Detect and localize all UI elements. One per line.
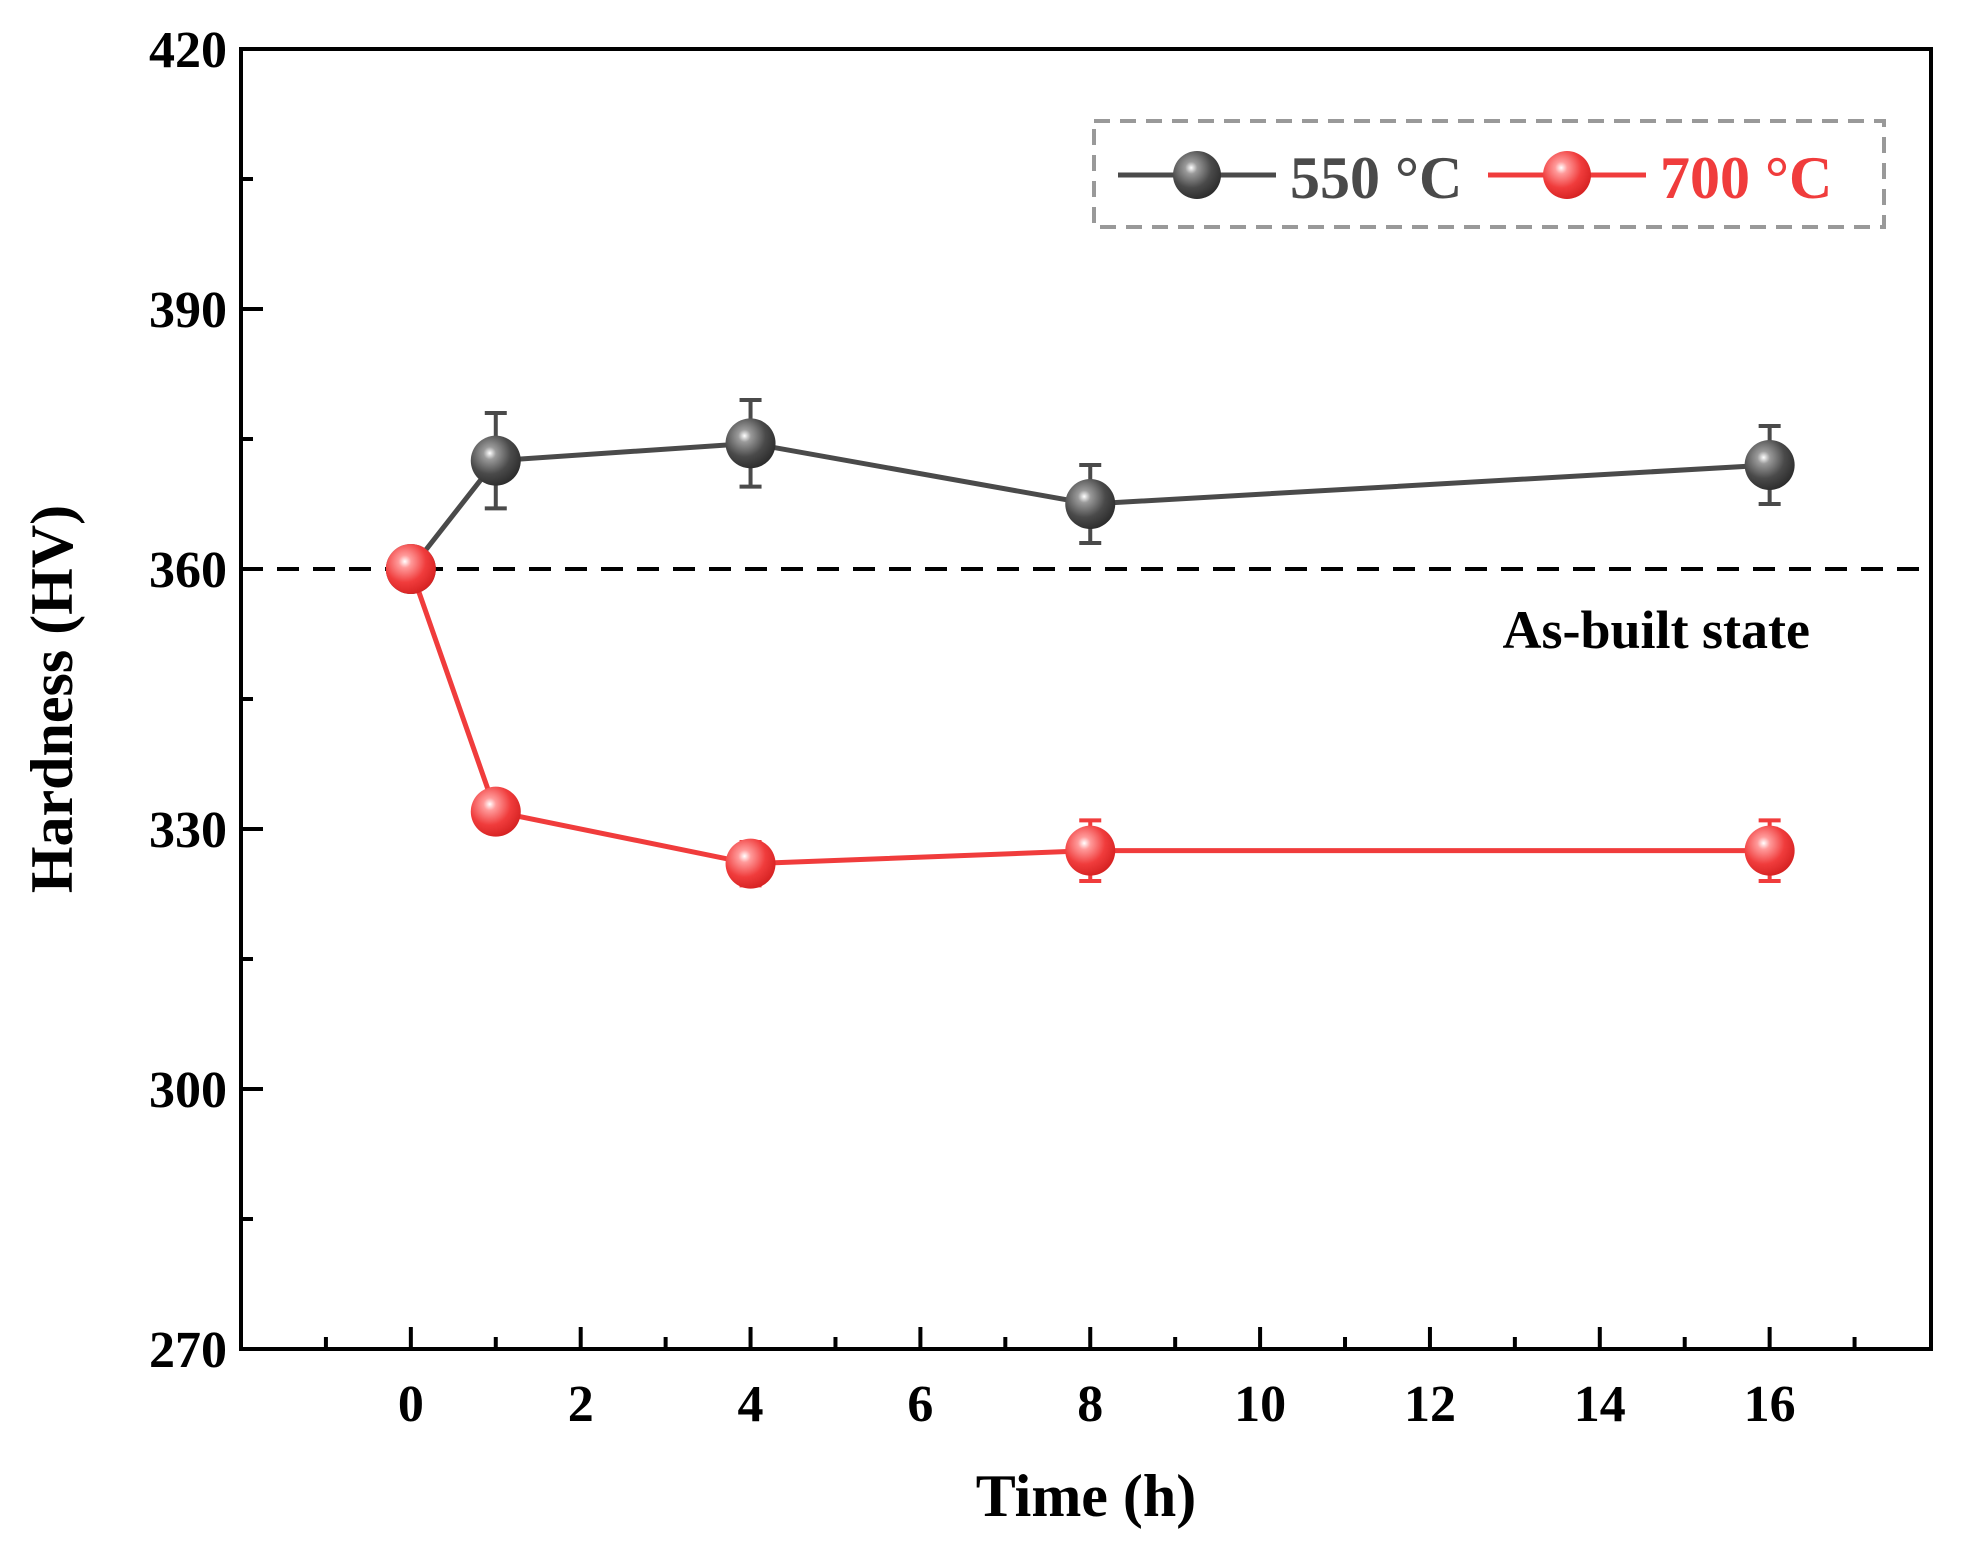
- x-tick-label: 14: [1574, 1376, 1626, 1433]
- data-point: [725, 838, 776, 889]
- y-tick-label: 330: [149, 802, 227, 859]
- data-point: [385, 544, 436, 594]
- data-point: [725, 418, 776, 469]
- series-0: [385, 398, 1795, 594]
- y-tick-label: 390: [149, 282, 227, 339]
- y-tick-label: 270: [149, 1322, 227, 1379]
- x-axis-tick-labels: 0 2 4 6 8 10 12 14 16: [398, 1376, 1796, 1433]
- legend-marker-550: [1173, 151, 1221, 199]
- data-point: [1744, 825, 1795, 876]
- x-axis-ticks: [323, 1327, 1857, 1349]
- y-axis-tick-labels: 270 300 330 360 390 420: [149, 22, 227, 1379]
- plot-frame: [239, 47, 1933, 1351]
- x-tick-label: 0: [398, 1376, 424, 1433]
- data-point: [1744, 440, 1795, 490]
- y-tick-label: 300: [149, 1062, 227, 1119]
- data-point: [470, 786, 521, 837]
- legend-marker-700: [1543, 151, 1591, 199]
- x-tick-label: 8: [1077, 1376, 1103, 1433]
- x-tick-label: 2: [568, 1376, 594, 1433]
- data-point: [1065, 825, 1116, 876]
- legend-label-550: 550 °C: [1290, 145, 1462, 211]
- data-point: [1065, 479, 1116, 529]
- x-tick-label: 16: [1744, 1376, 1796, 1433]
- as-built-label: As-built state: [1503, 600, 1811, 660]
- legend-box: [1092, 119, 1886, 229]
- series-layer: [385, 398, 1795, 889]
- legend-label-700: 700 °C: [1660, 145, 1832, 211]
- x-tick-label: 10: [1234, 1376, 1286, 1433]
- y-axis-label: Hardness (HV): [19, 505, 85, 893]
- y-tick-label: 420: [149, 22, 227, 79]
- series-1: [385, 544, 1795, 889]
- legend: 550 °C 700 °C: [1092, 119, 1886, 229]
- x-tick-label: 6: [907, 1376, 933, 1433]
- x-axis-label: Time (h): [976, 1463, 1197, 1529]
- y-tick-label: 360: [149, 542, 227, 599]
- x-tick-label: 12: [1404, 1376, 1456, 1433]
- y-axis-ticks: [241, 47, 263, 1351]
- x-tick-label: 4: [738, 1376, 764, 1433]
- data-point: [470, 435, 521, 486]
